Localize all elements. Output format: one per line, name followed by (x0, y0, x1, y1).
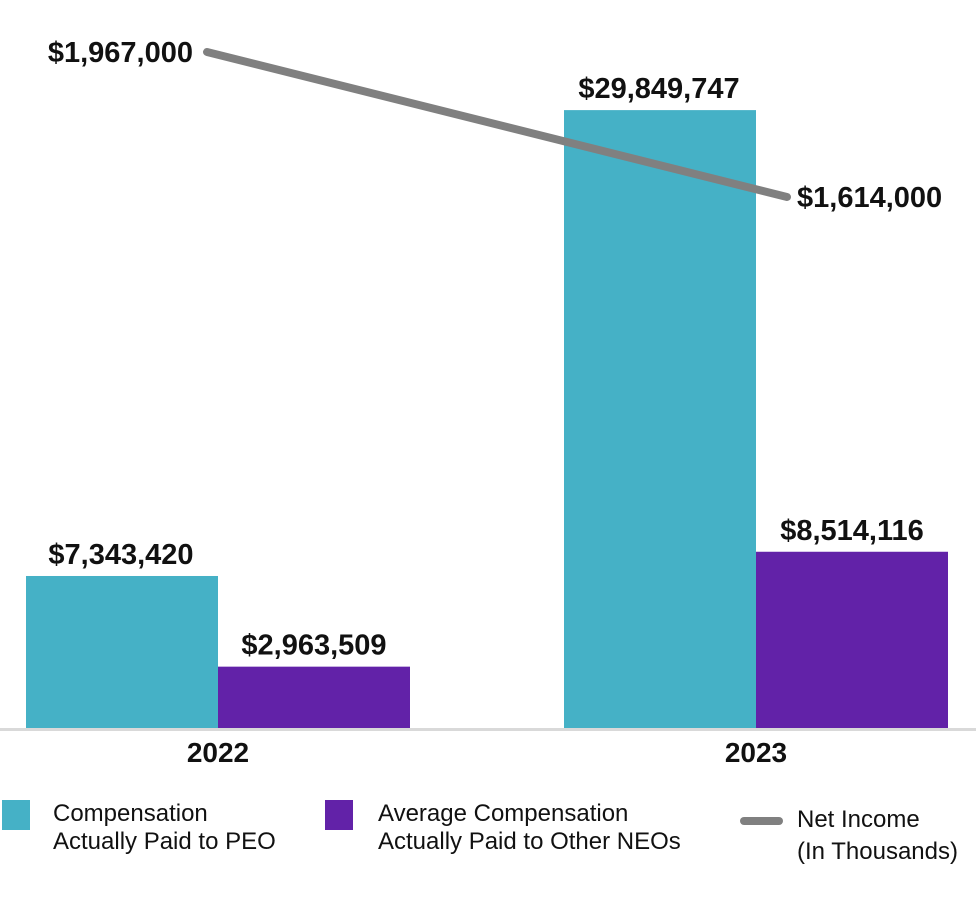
data-label: $8,514,116 (780, 515, 924, 547)
x-tick-label: 2023 (725, 737, 787, 768)
x-tick-label: 2022 (187, 737, 249, 768)
legend-swatch-peo (2, 800, 30, 830)
legend-label: Actually Paid to Other NEOs (378, 828, 681, 855)
data-label: $7,343,420 (48, 539, 193, 571)
bar-2022-series-0 (26, 575, 218, 728)
legend-label: (In Thousands) (797, 838, 958, 865)
chart: $7,343,420 $29,849,747 $2,963,509 $8,514,11… (0, 37, 976, 768)
legend-label: Actually Paid to PEO (53, 828, 276, 855)
legend-label: Average Compensation (378, 800, 629, 827)
line-data-label: $1,614,000 (797, 182, 942, 214)
legend-label: Compensation (53, 800, 208, 827)
line-data-label: $1,967,000 (48, 37, 193, 69)
legend-line-swatch (740, 817, 783, 825)
bar-2022-series-1 (218, 666, 410, 728)
bar-2023-series-1 (756, 551, 948, 728)
data-label: $29,849,747 (578, 73, 739, 105)
net-income-line (203, 48, 791, 201)
legend-label: Net Income (797, 806, 920, 833)
data-label: $2,963,509 (241, 630, 386, 662)
legend-swatch-neo (325, 800, 353, 830)
bar-2023-series-0 (564, 110, 756, 729)
